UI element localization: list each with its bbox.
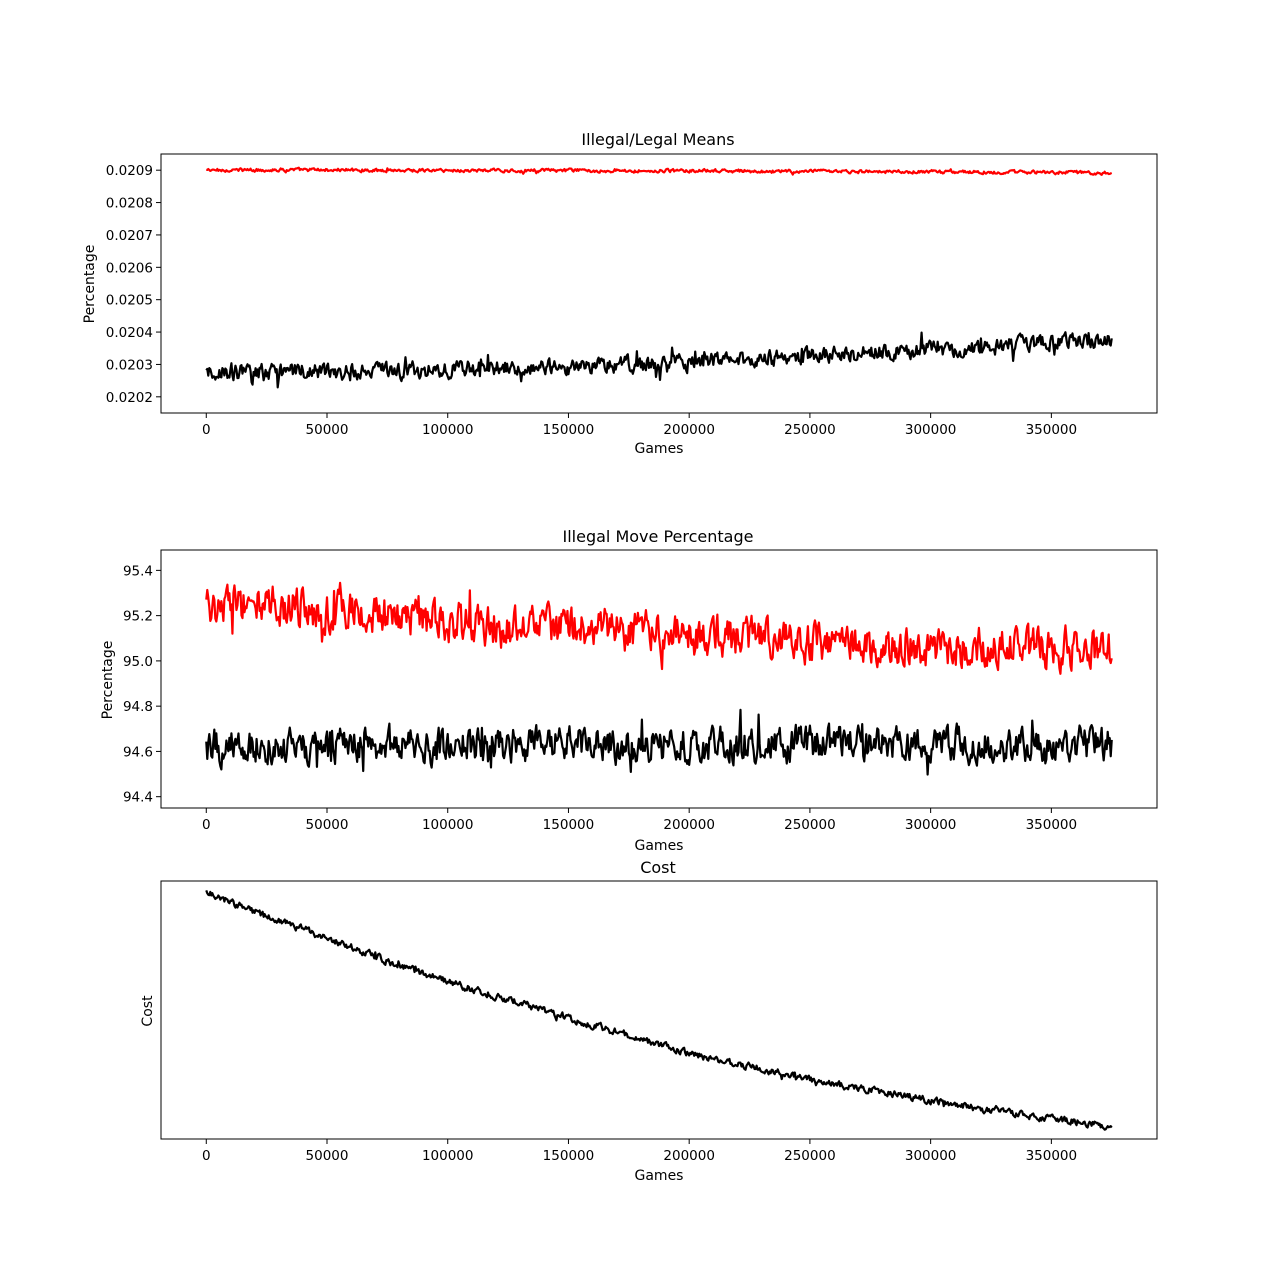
y-tick-label: 0.0203 <box>106 357 153 373</box>
x-tick-label: 150000 <box>543 1148 595 1164</box>
x-tick-label: 300000 <box>905 817 957 833</box>
x-tick-label: 50000 <box>306 1148 349 1164</box>
chart-title: Cost <box>640 858 676 877</box>
y-tick-label: 94.8 <box>123 699 153 715</box>
series-layer <box>205 581 1113 776</box>
series-line-2 <box>205 331 1113 389</box>
y-tick-label: 0.0205 <box>106 293 153 309</box>
x-tick-label: 50000 <box>306 422 349 438</box>
y-ticks: 94.4 94.6 94.8 95.0 95.2 95.4 <box>123 563 161 806</box>
x-tick-label: 200000 <box>663 817 715 833</box>
plot-frame <box>160 153 1158 414</box>
series-line-1 <box>205 890 1113 1131</box>
series-line-2 <box>205 708 1113 776</box>
plot-frame <box>160 880 1158 1140</box>
x-tick-label: 150000 <box>543 422 595 438</box>
x-axis-label: Games <box>635 838 684 854</box>
x-ticks: 0 50000 100000 150000 200000 250000 300000 3500… <box>202 808 1077 833</box>
y-tick-label: 95.2 <box>123 609 153 625</box>
y-tick-label: 0.0208 <box>106 196 153 212</box>
x-tick-label: 0 <box>202 422 211 438</box>
y-axis-label: Cost <box>140 995 156 1027</box>
y-axis-label: Percentage <box>100 641 116 720</box>
y-ticks: 0.0202 0.0203 0.0204 0.0205 0.0206 0.0207 0.02… <box>106 163 161 406</box>
x-tick-label: 350000 <box>1026 1148 1078 1164</box>
chart-panel-2: Illegal Move Percentage 0 50000 100000 1500… <box>100 527 1158 854</box>
chart-panel-3: Cost 0 50000 100000 150000 200000 250000 30000… <box>140 858 1158 1184</box>
x-tick-label: 100000 <box>422 422 474 438</box>
chart-panel-1: Illegal/Legal Means 0 50000 100000 150000 20… <box>82 130 1158 457</box>
x-tick-label: 150000 <box>543 817 595 833</box>
chart-title: Illegal/Legal Means <box>581 130 734 149</box>
plot-frame <box>160 549 1158 809</box>
y-axis-label: Percentage <box>82 245 98 324</box>
x-tick-label: 200000 <box>663 422 715 438</box>
x-ticks: 0 50000 100000 150000 200000 250000 300000 3500… <box>202 1139 1077 1164</box>
x-tick-label: 0 <box>202 817 211 833</box>
y-tick-label: 0.0202 <box>106 390 153 406</box>
y-tick-label: 0.0207 <box>106 228 153 244</box>
x-tick-label: 100000 <box>422 1148 474 1164</box>
x-ticks: 0 50000 100000 150000 200000 250000 300000 3500… <box>202 413 1077 438</box>
x-tick-label: 350000 <box>1026 422 1078 438</box>
x-tick-label: 250000 <box>784 817 836 833</box>
series-line-1 <box>206 166 1113 176</box>
chart-title: Illegal Move Percentage <box>563 527 754 546</box>
x-tick-label: 300000 <box>905 1148 957 1164</box>
y-tick-label: 0.0209 <box>106 163 153 179</box>
x-tick-label: 250000 <box>784 422 836 438</box>
series-line-1 <box>205 581 1113 675</box>
x-tick-label: 0 <box>202 1148 211 1164</box>
x-tick-label: 200000 <box>663 1148 715 1164</box>
x-tick-label: 50000 <box>306 817 349 833</box>
x-tick-label: 100000 <box>422 817 474 833</box>
y-tick-label: 94.6 <box>123 744 153 760</box>
x-axis-label: Games <box>635 1168 684 1184</box>
series-layer <box>205 166 1113 389</box>
x-tick-label: 350000 <box>1026 817 1078 833</box>
y-tick-label: 0.0206 <box>106 260 153 276</box>
series-layer <box>205 890 1113 1131</box>
x-tick-label: 250000 <box>784 1148 836 1164</box>
y-tick-label: 95.4 <box>123 563 153 579</box>
y-tick-label: 94.4 <box>123 790 153 806</box>
x-tick-label: 300000 <box>905 422 957 438</box>
x-axis-label: Games <box>635 441 684 457</box>
y-tick-label: 0.0204 <box>106 325 153 341</box>
y-tick-label: 95.0 <box>123 654 153 670</box>
